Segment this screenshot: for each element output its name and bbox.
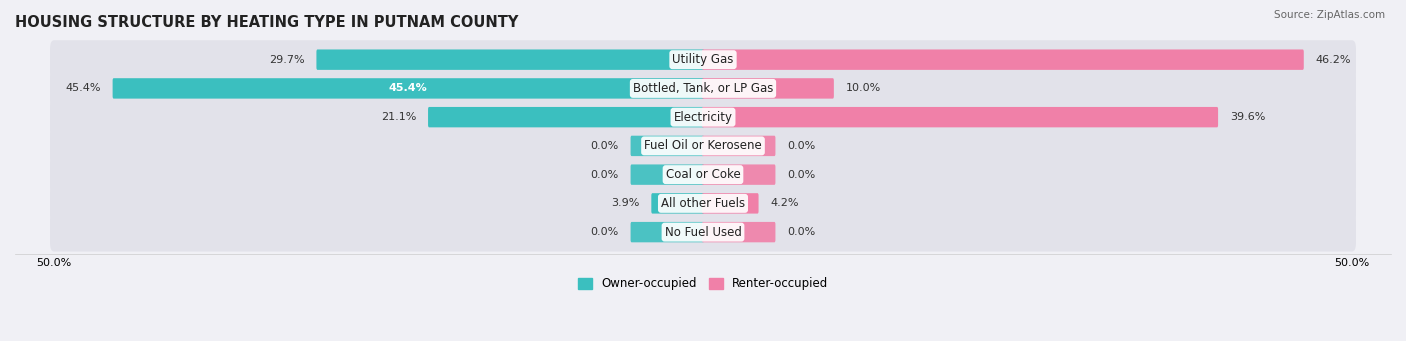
FancyBboxPatch shape [51,184,1355,223]
FancyBboxPatch shape [51,98,1355,136]
Text: 39.6%: 39.6% [1230,112,1265,122]
FancyBboxPatch shape [630,222,704,242]
Text: 0.0%: 0.0% [787,227,815,237]
FancyBboxPatch shape [702,136,776,156]
FancyBboxPatch shape [702,78,834,99]
Legend: Owner-occupied, Renter-occupied: Owner-occupied, Renter-occupied [572,273,834,295]
Text: 3.9%: 3.9% [612,198,640,208]
FancyBboxPatch shape [702,164,776,185]
Text: 0.0%: 0.0% [591,169,619,180]
FancyBboxPatch shape [630,136,704,156]
Text: 21.1%: 21.1% [381,112,416,122]
Text: 0.0%: 0.0% [591,227,619,237]
Text: 10.0%: 10.0% [846,84,882,93]
Text: HOUSING STRUCTURE BY HEATING TYPE IN PUTNAM COUNTY: HOUSING STRUCTURE BY HEATING TYPE IN PUT… [15,15,519,30]
FancyBboxPatch shape [702,107,1218,127]
Text: 0.0%: 0.0% [591,141,619,151]
FancyBboxPatch shape [702,193,759,213]
Text: 0.0%: 0.0% [787,169,815,180]
Text: Coal or Coke: Coal or Coke [665,168,741,181]
FancyBboxPatch shape [316,49,704,70]
FancyBboxPatch shape [702,49,1303,70]
Text: 45.4%: 45.4% [65,84,101,93]
Text: 29.7%: 29.7% [269,55,305,65]
FancyBboxPatch shape [630,164,704,185]
FancyBboxPatch shape [51,40,1355,79]
Text: 45.4%: 45.4% [389,84,427,93]
Text: Fuel Oil or Kerosene: Fuel Oil or Kerosene [644,139,762,152]
FancyBboxPatch shape [51,213,1355,252]
FancyBboxPatch shape [112,78,704,99]
Text: All other Fuels: All other Fuels [661,197,745,210]
FancyBboxPatch shape [702,222,776,242]
Text: Source: ZipAtlas.com: Source: ZipAtlas.com [1274,10,1385,20]
FancyBboxPatch shape [51,127,1355,165]
FancyBboxPatch shape [651,193,704,213]
Text: Bottled, Tank, or LP Gas: Bottled, Tank, or LP Gas [633,82,773,95]
Text: 0.0%: 0.0% [787,141,815,151]
FancyBboxPatch shape [51,69,1355,108]
Text: 46.2%: 46.2% [1316,55,1351,65]
Text: Utility Gas: Utility Gas [672,53,734,66]
FancyBboxPatch shape [51,155,1355,194]
Text: Electricity: Electricity [673,110,733,124]
Text: 4.2%: 4.2% [770,198,799,208]
FancyBboxPatch shape [427,107,704,127]
Text: No Fuel Used: No Fuel Used [665,226,741,239]
